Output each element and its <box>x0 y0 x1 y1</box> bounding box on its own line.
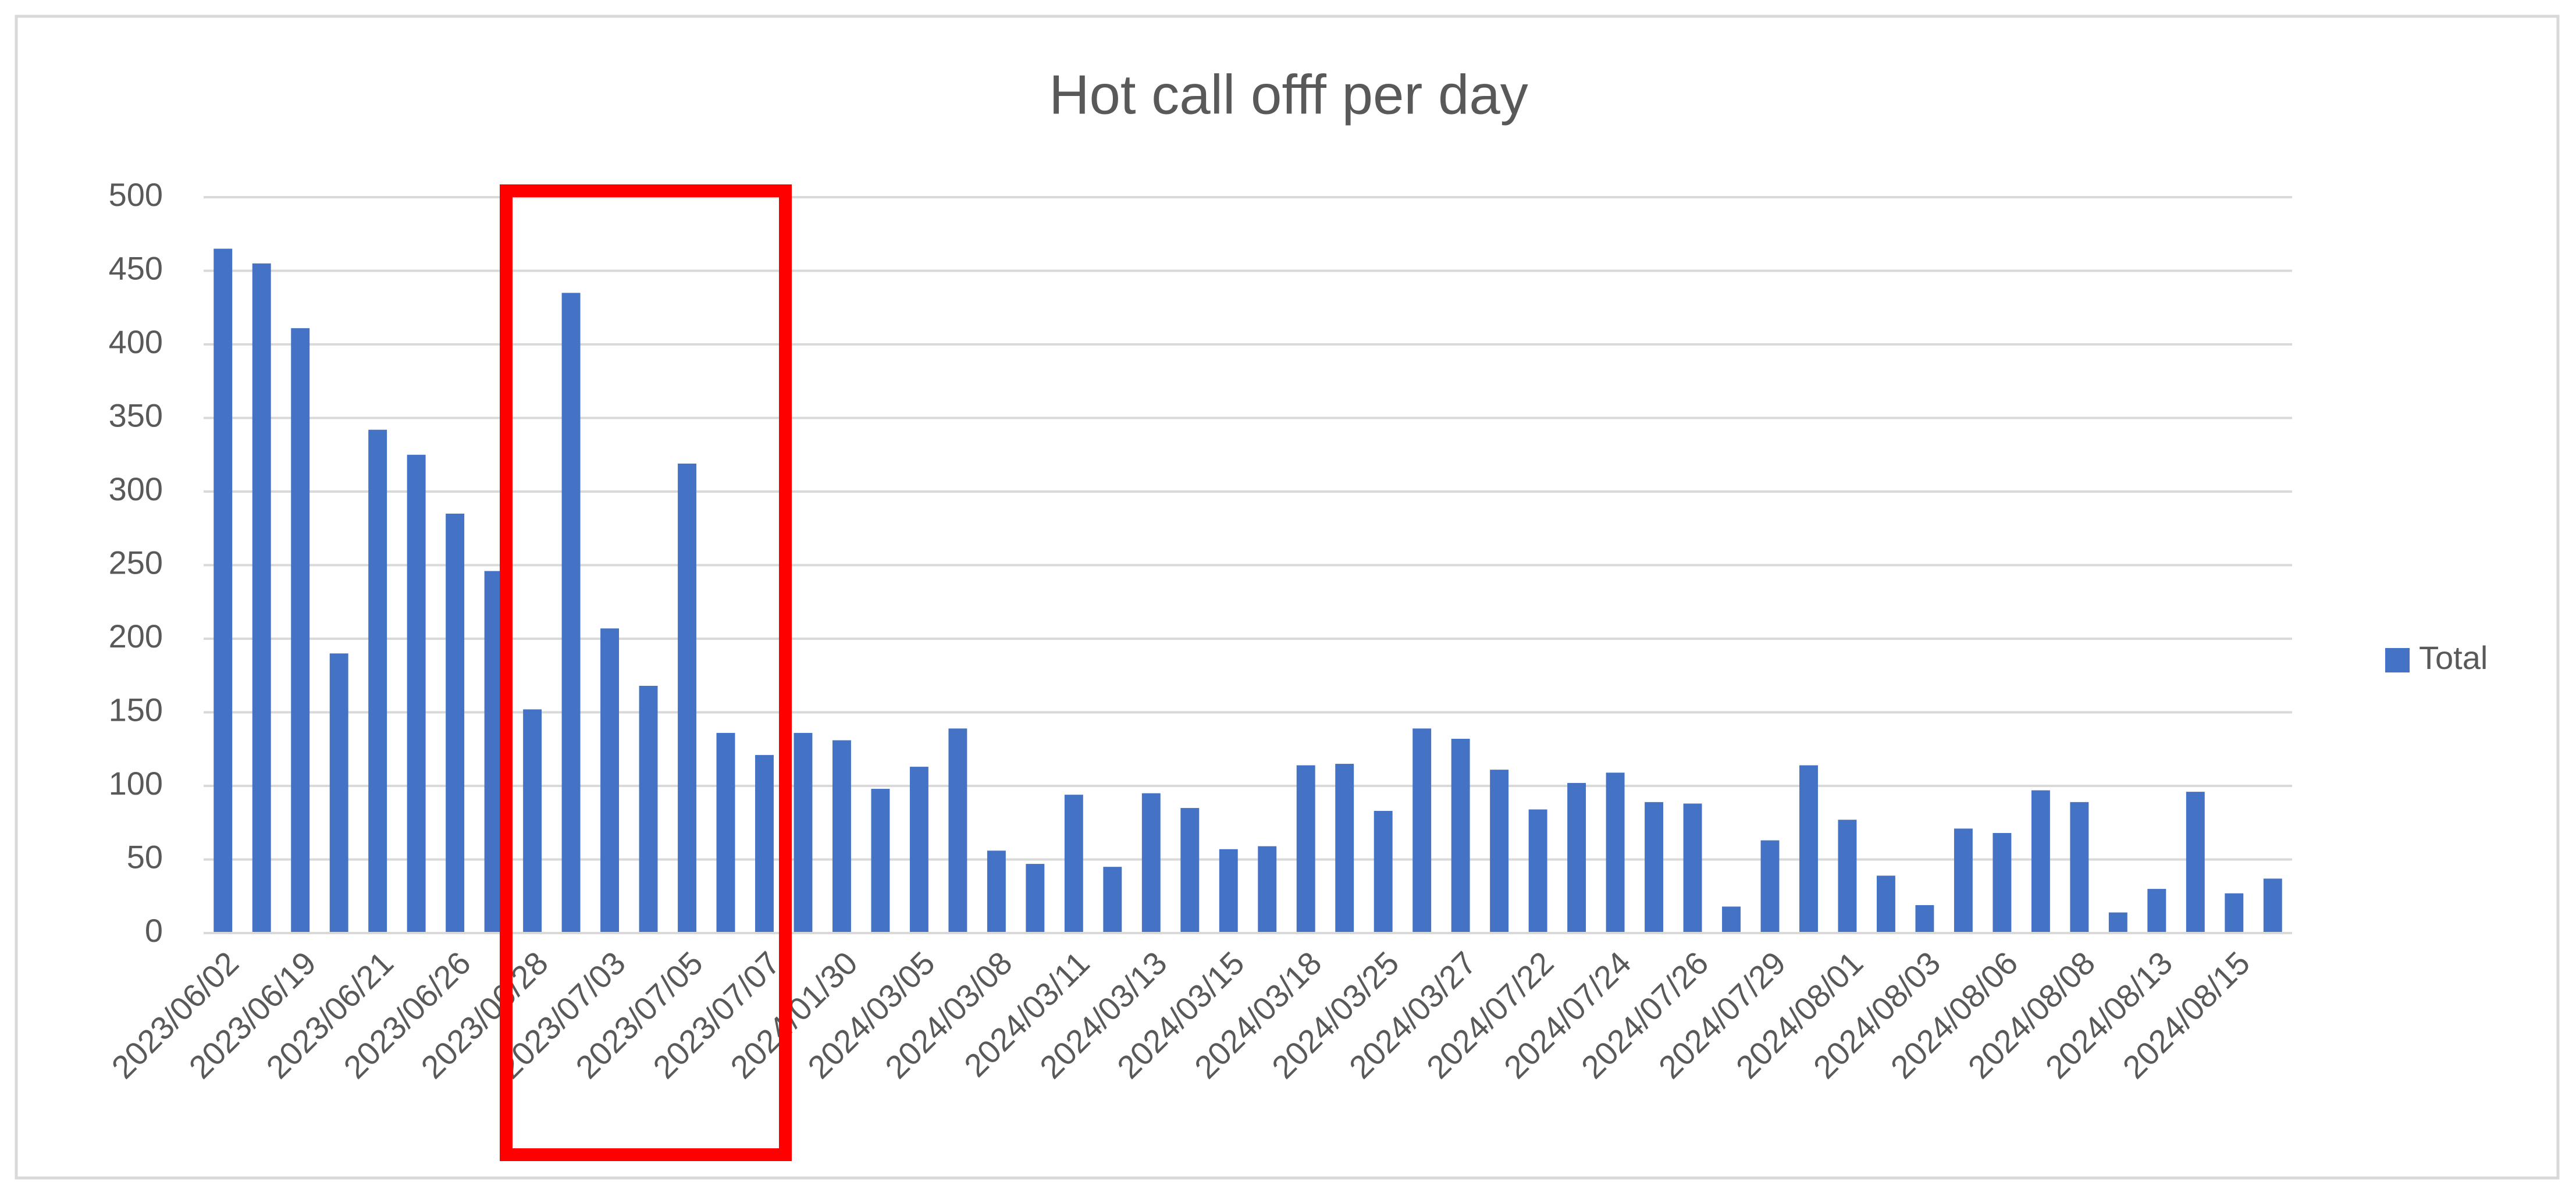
y-tick-label: 300 <box>109 471 163 507</box>
bar <box>484 571 503 933</box>
legend-label: Total <box>2419 639 2488 676</box>
y-tick-label: 150 <box>109 691 163 728</box>
bar <box>561 293 581 934</box>
bar <box>446 513 465 933</box>
bar <box>909 767 928 933</box>
bar <box>1993 832 2012 933</box>
bar <box>1064 795 1083 933</box>
bar <box>1490 770 1509 933</box>
bar <box>1954 828 1973 933</box>
bar <box>1103 867 1122 933</box>
bar <box>1141 793 1161 933</box>
legend: Total <box>2385 639 2488 676</box>
y-tick-label: 350 <box>109 397 163 433</box>
bar <box>1645 802 1664 933</box>
bar <box>2147 889 2166 933</box>
bar <box>2108 912 2127 933</box>
bar <box>1026 864 1045 933</box>
bar <box>639 685 658 933</box>
bar <box>678 463 696 933</box>
bar <box>368 429 387 933</box>
bar <box>716 732 735 933</box>
bar <box>948 728 967 933</box>
y-tick-label: 250 <box>109 544 163 581</box>
bar <box>1296 765 1315 933</box>
bar <box>832 740 851 933</box>
legend-swatch <box>2385 648 2410 672</box>
bar <box>1335 764 1354 933</box>
bar <box>871 789 890 933</box>
bar <box>1412 728 1432 933</box>
bar <box>1760 840 1780 933</box>
y-tick-label: 400 <box>109 323 163 360</box>
y-tick-label: 200 <box>109 618 163 654</box>
bar <box>2031 790 2050 933</box>
y-tick-label: 500 <box>109 176 163 213</box>
bar <box>1374 811 1393 933</box>
bar <box>1838 820 1857 933</box>
bar <box>1683 803 1702 933</box>
bar <box>291 328 310 934</box>
bar <box>2186 792 2205 933</box>
bar <box>987 850 1006 933</box>
bar <box>1219 849 1238 933</box>
bar <box>1567 782 1586 933</box>
y-tick-label: 450 <box>109 250 163 286</box>
bar <box>1528 809 1547 933</box>
bar <box>1606 773 1625 933</box>
bar <box>214 248 233 933</box>
bar <box>2263 878 2282 933</box>
bar <box>252 263 271 934</box>
bar <box>329 653 348 933</box>
bar <box>755 754 774 933</box>
bar <box>600 628 620 933</box>
bar <box>1799 765 1818 933</box>
bar <box>794 732 813 933</box>
y-tick-label: 0 <box>145 912 163 949</box>
bar <box>1915 905 1934 933</box>
bar <box>1451 739 1470 933</box>
y-tick-label: 100 <box>109 765 163 802</box>
bar <box>1180 807 1200 933</box>
bar <box>1876 875 1895 933</box>
bar <box>1258 846 1277 933</box>
y-tick-label: 50 <box>127 838 163 875</box>
bar <box>2225 893 2244 933</box>
chart-border <box>15 15 2560 1180</box>
bar <box>407 454 426 933</box>
bar <box>523 709 542 933</box>
bar <box>2070 802 2089 933</box>
bar <box>1722 906 1741 933</box>
chart-title: Hot call offf per day <box>1049 63 1528 126</box>
